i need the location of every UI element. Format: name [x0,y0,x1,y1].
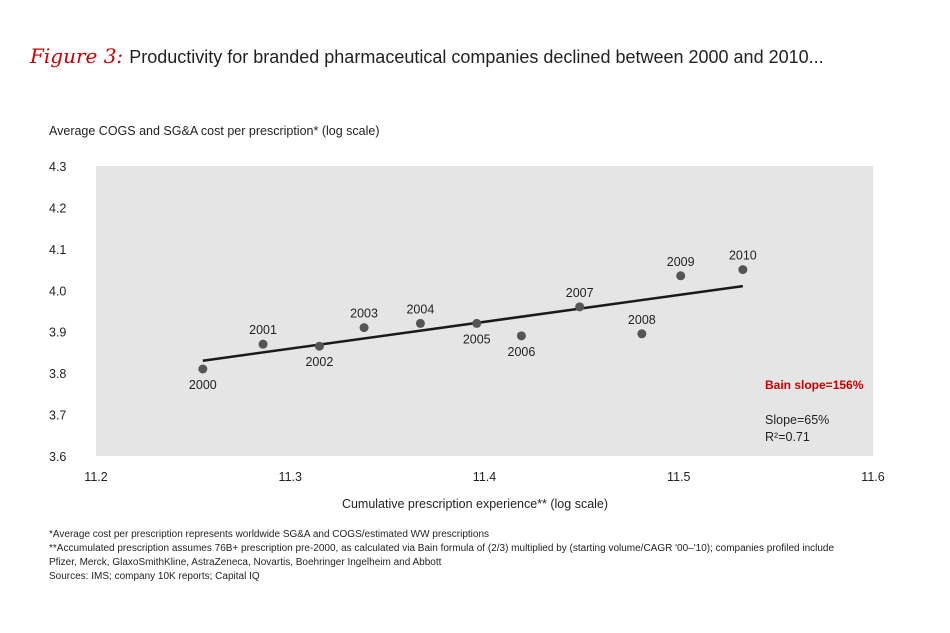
data-point-2009 [676,271,686,281]
data-point-2010 [738,265,748,275]
data-point-2000 [198,364,208,374]
data-point-2006 [516,331,526,341]
data-label-2003: 2003 [350,307,378,321]
data-label-2002: 2002 [305,355,333,369]
figure-title: Figure 3: Productivity for branded pharma… [30,44,824,68]
x-tick-label: 11.2 [84,470,107,484]
x-axis-label: Cumulative prescription experience** (lo… [341,497,609,511]
footnote: Pfizer, Merck, GlaxoSmithKline, AstraZen… [49,557,442,568]
figure-title-text: Productivity for branded pharmaceutical … [129,47,824,67]
data-point-2002 [314,341,324,351]
data-label-2004: 2004 [406,302,434,316]
data-label-2000: 2000 [189,378,217,392]
r-squared-annotation: R²=0.71 [765,430,810,444]
data-points: 2000 2001 2002 2003 2004 2005 2006 2007 2008 2009… [189,249,757,392]
y-tick-label: 3.6 [49,450,66,464]
data-label-2008: 2008 [628,313,656,327]
y-tick-label: 4.2 [49,201,66,215]
data-label-2007: 2007 [566,286,594,300]
y-axis-label: Average COGS and SG&A cost per prescript… [49,124,380,138]
y-ticks: 3.6 3.7 3.8 3.9 4.0 4.1 4.2 4.3 [49,160,66,464]
y-tick-label: 3.8 [49,367,66,381]
data-label-2001: 2001 [249,323,277,337]
data-label-2010: 2010 [729,249,757,263]
data-point-2001 [258,339,268,349]
x-tick-label: 11.3 [279,470,302,484]
data-point-2005 [472,318,482,328]
y-tick-label: 3.7 [49,409,66,423]
data-point-2007 [575,302,585,312]
y-tick-label: 3.9 [49,326,66,340]
footnote: *Average cost per prescription represent… [49,529,489,540]
x-tick-label: 11.4 [473,470,496,484]
data-point-2008 [637,329,647,339]
y-tick-label: 4.0 [49,284,66,298]
data-point-2004 [415,318,425,328]
data-label-2005: 2005 [463,332,491,346]
footnotes: *Average cost per prescription represent… [49,528,929,584]
slope-annotation: Slope=65% [765,413,829,427]
data-point-2003 [359,323,369,333]
data-label-2006: 2006 [508,345,536,359]
data-label-2009: 2009 [667,255,695,269]
footnote: **Accumulated prescription assumes 76B+ … [49,543,835,554]
footnote: Sources: IMS; company 10K reports; Capit… [49,571,260,582]
x-tick-label: 11.6 [861,470,884,484]
x-tick-label: 11.5 [667,470,690,484]
y-tick-label: 4.3 [49,160,66,174]
y-tick-label: 4.1 [49,243,66,257]
bain-slope-annotation: Bain slope=156% [765,378,864,392]
plot-area [96,166,873,456]
figure-label: Figure 3: [30,44,124,68]
x-ticks: 11.2 11.3 11.4 11.5 11.6 [84,470,884,484]
